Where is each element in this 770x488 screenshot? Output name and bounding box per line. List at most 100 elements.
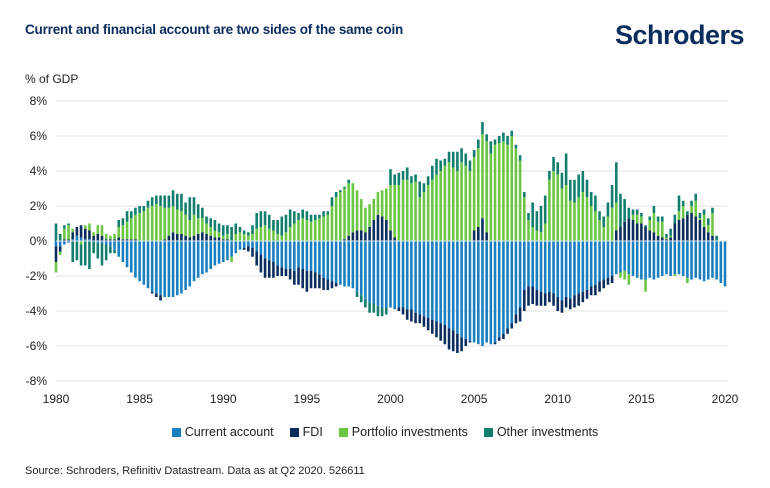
bars (54, 122, 727, 353)
bar-segment-current-account (205, 241, 208, 273)
bar-segment-fdi (531, 286, 534, 304)
bar-segment-fdi (83, 228, 87, 240)
bar-segment-portfolio-investments (318, 218, 321, 241)
bar-segment-fdi (589, 286, 593, 296)
bar-segment-other-investments (376, 305, 380, 317)
bar-segment-portfolio-investments (184, 214, 187, 236)
legend-swatch (483, 427, 493, 437)
x-tick-label: 2000 (377, 392, 404, 406)
bar-segment-current-account (100, 241, 104, 243)
bar-segment-current-account (585, 241, 589, 290)
bar-segment-current-account (280, 241, 284, 268)
bar-segment-other-investments (276, 220, 279, 234)
bar-segment-portfolio-investments (221, 235, 225, 240)
bar-segment-other-investments (205, 216, 208, 224)
bar-segment-other-investments (602, 216, 606, 227)
bar-segment-other-investments (293, 211, 296, 224)
bar-segment-portfolio-investments (83, 225, 87, 229)
bar-segment-portfolio-investments (422, 192, 426, 241)
bar-segment-other-investments (104, 244, 108, 261)
bar-segment-current-account (531, 241, 534, 287)
bar-segment-other-investments (706, 218, 710, 226)
bar-segment-other-investments (54, 223, 58, 241)
bar-segment-portfolio-investments (660, 221, 664, 238)
bar-segment-fdi (510, 323, 514, 329)
bar-segment-current-account (610, 241, 614, 276)
bar-segment-portfolio-investments (113, 234, 116, 240)
bar-segment-current-account (364, 241, 367, 299)
bar-segment-fdi (217, 237, 221, 241)
x-tick-label: 1985 (126, 392, 153, 406)
bar-segment-portfolio-investments (627, 274, 631, 285)
bar-segment-other-investments (226, 225, 229, 234)
bar-segment-fdi (690, 213, 693, 241)
bar-segment-fdi (502, 333, 505, 339)
bar-segment-fdi (305, 270, 309, 292)
bar-segment-current-account (460, 241, 463, 338)
bar-segment-fdi (372, 220, 376, 241)
bar-segment-fdi (155, 293, 158, 297)
bar-segment-portfolio-investments (648, 220, 652, 231)
bar-segment-other-investments (598, 211, 601, 220)
bar-segment-other-investments (267, 214, 271, 229)
bar-segment-current-account (355, 241, 359, 292)
bar-segment-other-investments (610, 185, 614, 208)
bar-segment-other-investments (422, 183, 426, 192)
x-tick-label: 1995 (294, 392, 321, 406)
bar-segment-current-account (694, 241, 698, 278)
bar-segment-fdi (180, 234, 183, 241)
bar-segment-other-investments (660, 216, 664, 222)
bar-segment-fdi (552, 293, 555, 306)
bar-segment-other-investments (163, 195, 167, 208)
bar-segment-other-investments (711, 207, 714, 213)
bar-segment-fdi (272, 262, 275, 278)
bar-segment-portfolio-investments (443, 165, 447, 241)
bar-segment-fdi (75, 227, 79, 236)
bar-segment-current-account (706, 241, 710, 280)
bar-segment-fdi (192, 235, 196, 241)
bar-segment-fdi (569, 298, 572, 310)
bar-segment-portfolio-investments (548, 179, 551, 241)
bar-segment-other-investments (614, 162, 618, 203)
bar-segment-other-investments (581, 171, 585, 192)
bar-segment-fdi (221, 239, 225, 241)
legend-item: Current account (171, 425, 274, 439)
bar-segment-portfolio-investments (79, 241, 83, 245)
legend-label: FDI (302, 425, 323, 439)
bar-segment-fdi (309, 270, 313, 289)
bar-segment-portfolio-investments (100, 225, 104, 236)
bar-segment-fdi (397, 307, 401, 311)
bar-segment-current-account (644, 241, 647, 280)
bar-segment-current-account (635, 241, 639, 278)
bar-segment-portfolio-investments (686, 277, 689, 283)
bar-segment-other-investments (301, 209, 304, 219)
bar-segment-other-investments (397, 172, 401, 185)
x-tick-label: 2015 (628, 392, 655, 406)
bar-segment-current-account (138, 241, 141, 282)
bar-segment-portfolio-investments (610, 207, 614, 241)
bar-segment-portfolio-investments (468, 171, 472, 241)
bar-segment-portfolio-investments (514, 148, 518, 241)
bar-segment-other-investments (702, 209, 706, 215)
bar-segment-portfolio-investments (602, 227, 606, 241)
bar-segment-portfolio-investments (631, 214, 635, 220)
bar-segment-fdi (594, 284, 597, 296)
bar-segment-portfolio-investments (510, 136, 514, 241)
bar-segment-other-investments (142, 206, 146, 212)
bar-segment-portfolio-investments (88, 223, 91, 231)
bar-segment-other-investments (435, 158, 438, 175)
bar-segment-portfolio-investments (146, 207, 150, 241)
bar-segment-current-account (288, 241, 292, 269)
bar-segment-current-account (75, 235, 79, 241)
bar-segment-other-investments (631, 209, 635, 215)
bar-segment-other-investments (305, 211, 309, 220)
bar-segment-portfolio-investments (426, 185, 430, 241)
legend-label: Current account (184, 425, 274, 439)
bar-segment-other-investments (640, 213, 643, 217)
bar-segment-fdi (614, 230, 618, 241)
bar-segment-portfolio-investments (380, 190, 384, 217)
legend-item: Portfolio investments (338, 425, 468, 439)
legend-item: Other investments (483, 425, 598, 439)
bar-segment-other-investments (431, 165, 434, 180)
bar-segment-fdi (167, 235, 171, 241)
